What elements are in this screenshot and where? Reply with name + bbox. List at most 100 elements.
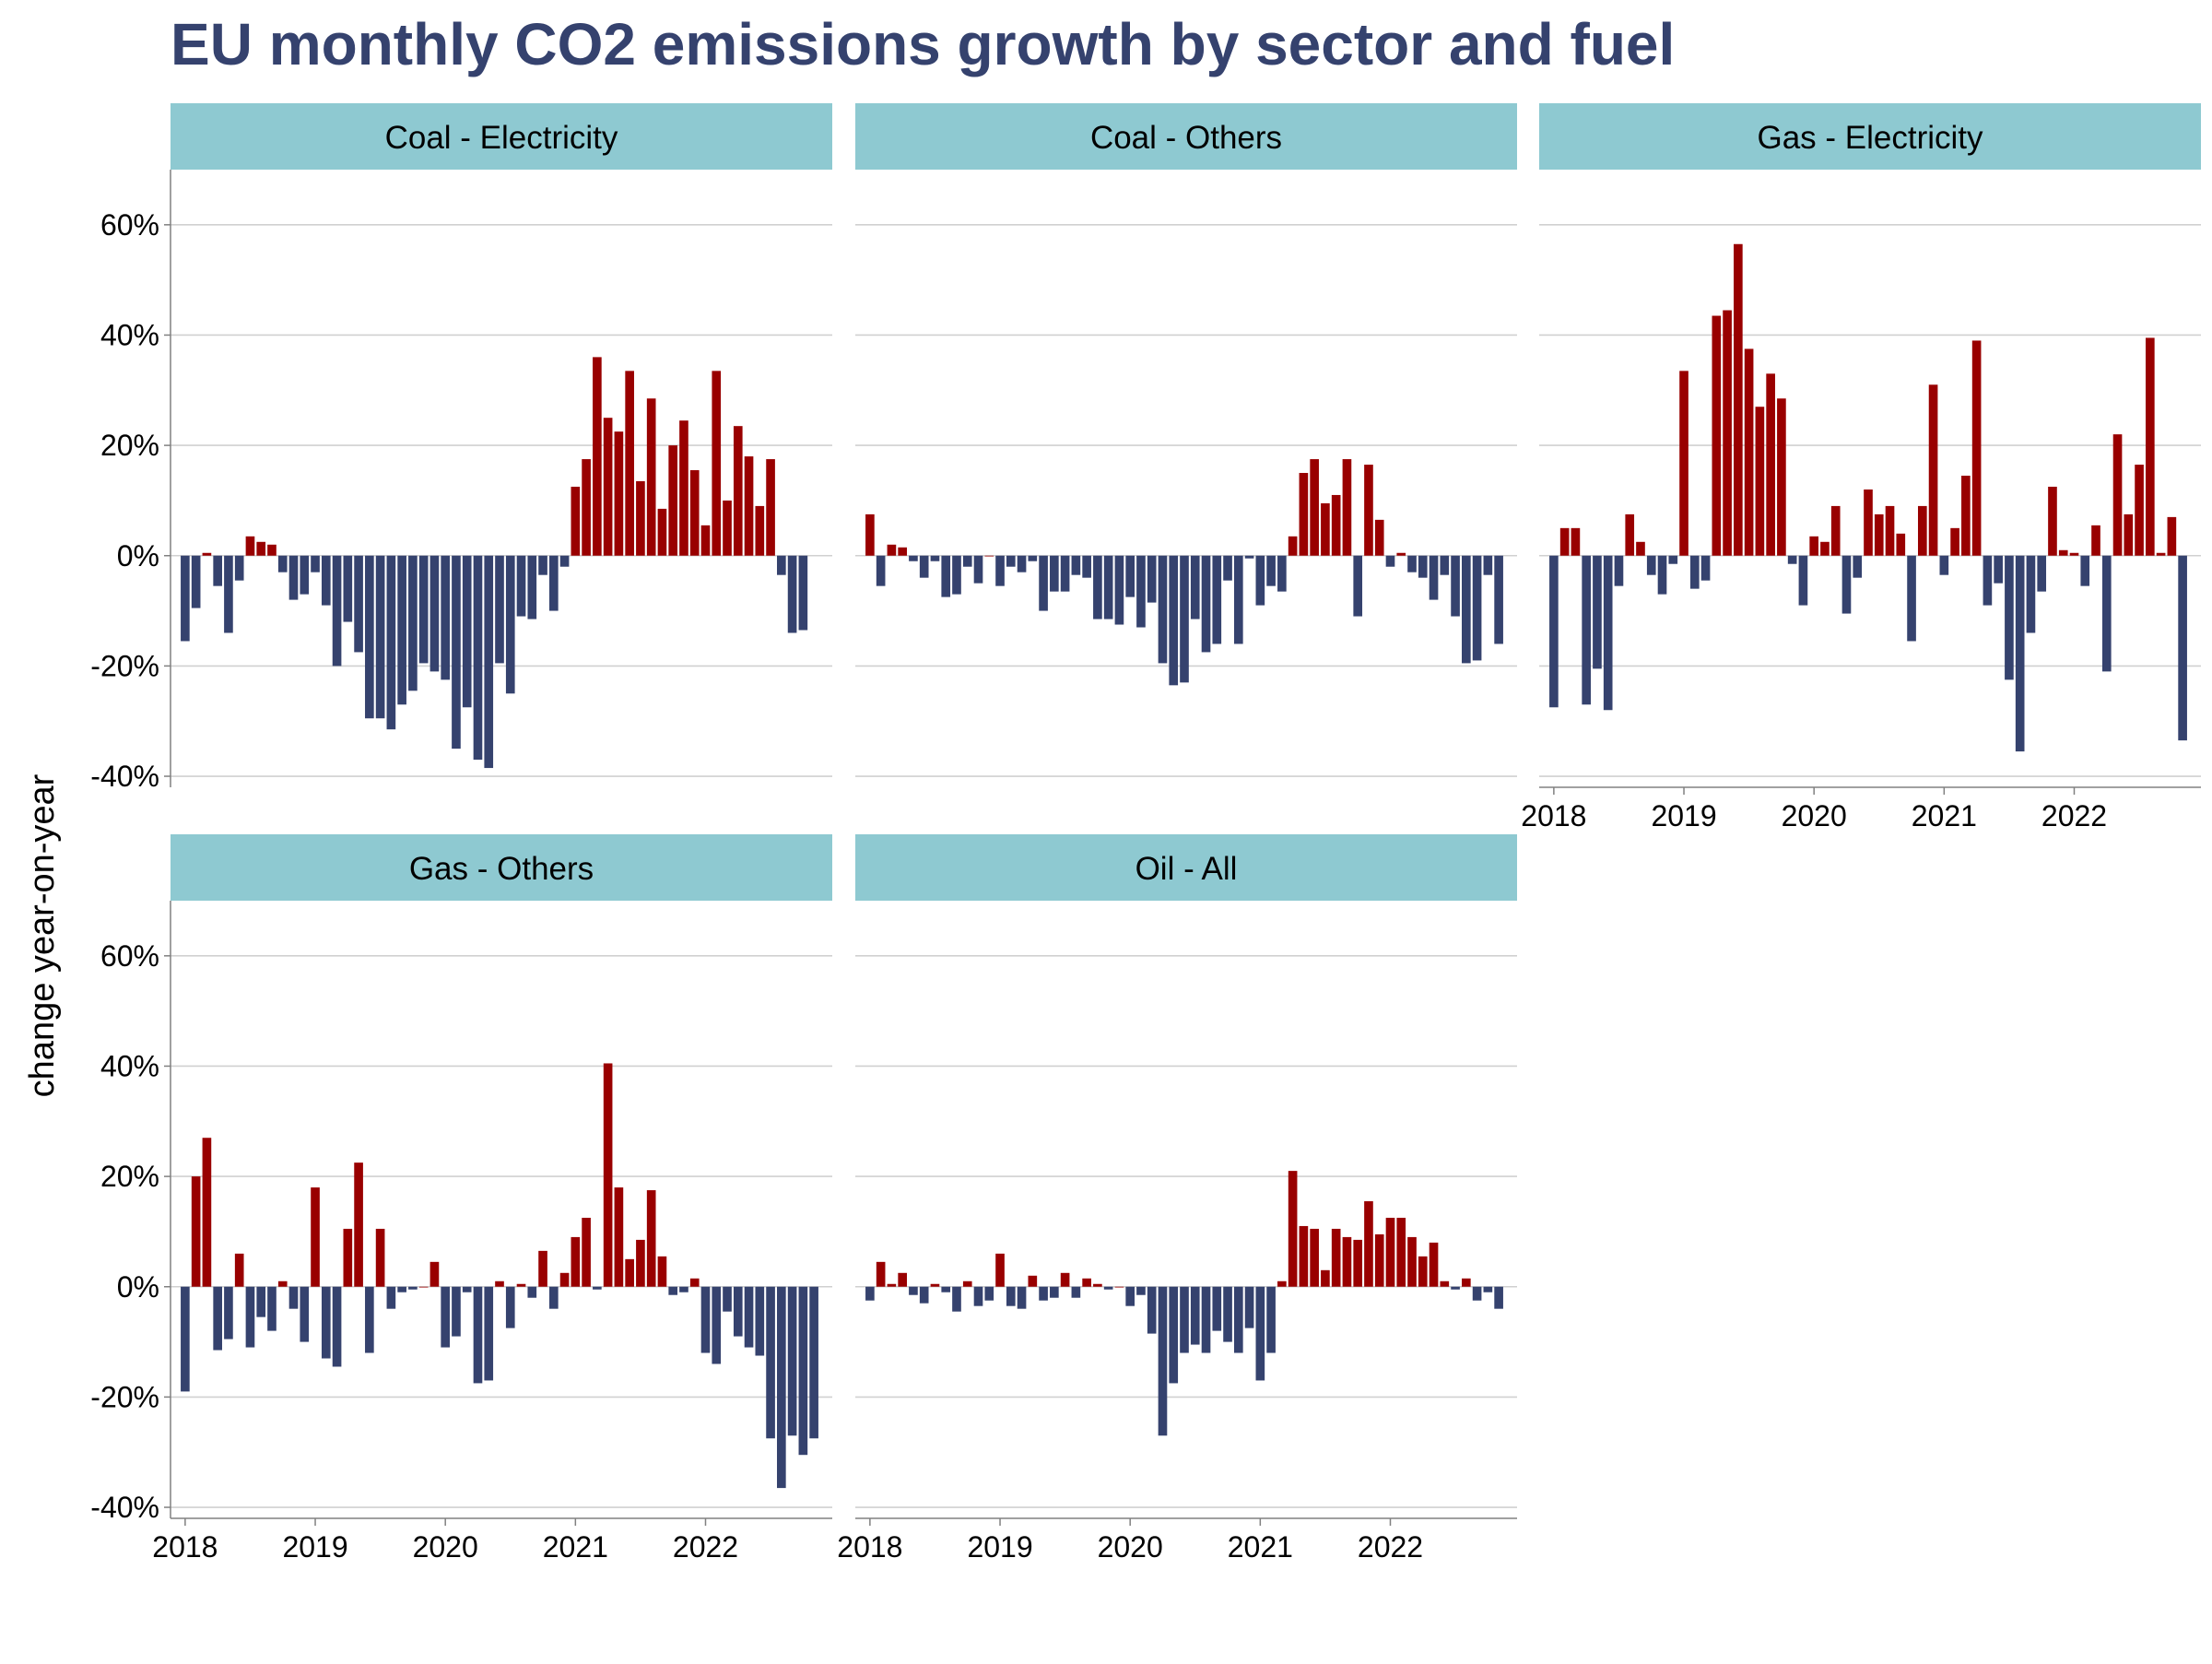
bar <box>809 1286 818 1439</box>
bar <box>1255 555 1265 606</box>
bar <box>505 1286 515 1328</box>
bar <box>1147 555 1157 603</box>
bar <box>429 1261 440 1287</box>
bar <box>733 426 743 556</box>
bar <box>191 555 201 608</box>
bar <box>484 1286 494 1381</box>
bar <box>1050 555 1059 592</box>
bar <box>689 470 700 556</box>
bar <box>887 1283 897 1287</box>
bar <box>1950 527 1959 556</box>
bar <box>365 555 374 719</box>
bar <box>1321 1269 1330 1287</box>
bar <box>582 1217 591 1287</box>
bar <box>1353 1239 1363 1287</box>
bar <box>1451 555 1460 617</box>
bar <box>462 555 472 708</box>
bar <box>1299 473 1309 556</box>
bar <box>712 371 722 556</box>
bar <box>343 1228 353 1287</box>
bar <box>495 1280 504 1287</box>
x-tick-label: 2021 <box>1228 1530 1293 1564</box>
bar <box>876 1261 886 1287</box>
bar <box>245 536 255 556</box>
x-tick-label: 2021 <box>543 1530 608 1564</box>
bar <box>429 555 440 672</box>
bar <box>1321 502 1330 556</box>
bar <box>1136 1286 1146 1295</box>
bar <box>689 1278 700 1287</box>
bar <box>343 555 353 622</box>
bar <box>1636 541 1645 556</box>
bar <box>2026 555 2036 633</box>
panel-coal-electricity: Coal - Electricity -40% -20% 0% 20% 40% 60% <box>90 103 832 793</box>
bar <box>1266 1286 1276 1353</box>
x-tick-label: 2018 <box>837 1530 902 1564</box>
bar <box>1071 555 1081 575</box>
bar <box>441 1286 451 1348</box>
bar <box>2048 486 2057 556</box>
bar <box>1396 1217 1406 1287</box>
bar <box>1212 1286 1222 1331</box>
bar <box>1244 555 1254 559</box>
y-tick-label: 60% <box>100 939 159 973</box>
bar <box>657 508 667 556</box>
bar <box>657 1256 667 1287</box>
bar <box>1255 1286 1265 1381</box>
bar <box>548 555 559 611</box>
bar <box>1114 1286 1124 1288</box>
x-tick-label: 2022 <box>673 1530 738 1564</box>
bar <box>603 1063 613 1287</box>
bar <box>1006 1286 1016 1306</box>
bar <box>2091 525 2100 556</box>
bar <box>386 555 396 730</box>
bar <box>909 1286 918 1295</box>
bar <box>2058 549 2068 556</box>
bar <box>1039 1286 1048 1301</box>
x-tick-label: 2019 <box>1651 799 1716 832</box>
bar <box>300 555 310 595</box>
bar <box>1451 1286 1460 1290</box>
bar <box>668 445 678 556</box>
bar <box>723 1286 732 1312</box>
bar <box>1060 555 1070 592</box>
bar <box>2178 555 2187 741</box>
facet-strip <box>171 834 832 901</box>
bar <box>1190 555 1200 620</box>
bar <box>571 486 581 556</box>
bar <box>1418 1256 1428 1287</box>
bar <box>321 1286 331 1359</box>
bar <box>1180 555 1189 683</box>
bar <box>1288 536 1298 556</box>
x-tick-label: 2018 <box>1521 799 1586 832</box>
bar <box>386 1286 396 1309</box>
bar <box>1396 552 1406 556</box>
bar <box>2069 552 2079 556</box>
bar <box>1364 1201 1373 1287</box>
bar <box>1744 348 1754 556</box>
bar <box>733 1286 743 1337</box>
bar <box>1407 555 1417 572</box>
bar <box>1103 555 1113 620</box>
bar <box>1342 1236 1352 1287</box>
facet-strip-label: Gas - Others <box>409 851 594 887</box>
bar <box>538 1250 547 1287</box>
bar <box>1190 1286 1200 1345</box>
bar <box>397 555 406 705</box>
bar <box>1310 459 1319 556</box>
bar <box>700 1286 711 1353</box>
bar <box>744 1286 754 1348</box>
bar <box>311 1187 320 1287</box>
bar <box>1266 555 1276 586</box>
bar <box>1331 494 1341 556</box>
bar <box>679 420 688 556</box>
bar <box>1917 505 1927 556</box>
bar <box>1299 1225 1309 1287</box>
bar <box>1028 1275 1038 1287</box>
bar <box>2101 555 2112 672</box>
bar <box>1874 513 1884 556</box>
y-tick-label: 20% <box>100 429 159 462</box>
bar <box>593 1286 602 1290</box>
bar <box>1472 555 1482 661</box>
bar <box>354 555 363 653</box>
